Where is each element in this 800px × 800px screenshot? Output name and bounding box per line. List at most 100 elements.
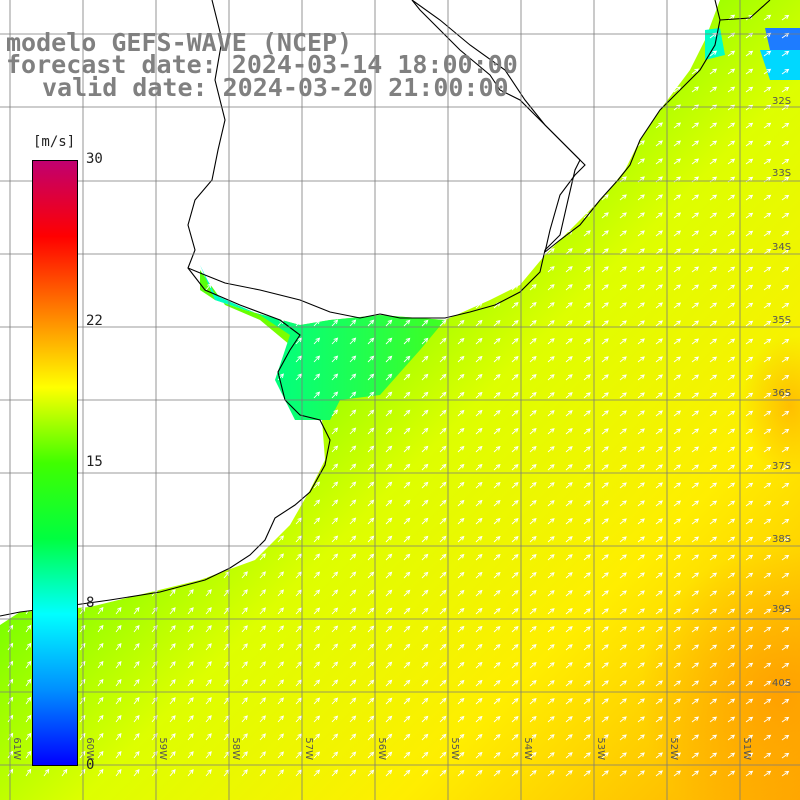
wind-arrow [187,751,194,759]
wind-arrow [367,661,375,669]
wind-arrow [475,445,483,453]
wind-arrow [475,535,483,543]
wind-arrow [493,643,501,651]
wind-arrow [727,248,736,255]
wind-arrow [727,590,736,597]
wind-arrow [367,517,375,525]
wind-arrow [511,733,519,741]
wind-arrow [547,266,555,273]
wind-arrow [331,697,339,705]
wind-arrow [781,572,790,579]
wind-arrow [277,373,284,381]
wind-arrow [601,500,609,507]
wind-arrow [781,122,790,129]
latitude-label: 39S [772,604,791,615]
wind-arrow [655,572,663,579]
wind-arrow [205,697,212,705]
wind-arrow [727,662,736,669]
wind-arrow [385,391,393,399]
wind-arrow [763,338,772,345]
wind-arrow [637,770,645,777]
wind-arrow [511,625,519,633]
wind-arrow [781,446,790,453]
wind-arrow [115,714,122,723]
wind-arrow [511,355,519,363]
wind-arrow [313,679,321,687]
wind-arrow [763,374,772,381]
wind-arrow [367,535,375,543]
wind-arrow [745,374,754,381]
wind-arrow [709,320,718,327]
wind-arrow [709,194,718,201]
wind-arrow [781,374,790,381]
wind-arrow [673,482,682,489]
wind-arrow [673,410,682,417]
wind-arrow [25,660,32,669]
wind-arrow [745,716,754,723]
wind-arrow [259,625,266,633]
wind-arrow [385,319,393,327]
wind-arrow [781,356,790,363]
wind-arrow [457,535,465,543]
wind-arrow [475,733,483,741]
wind-arrow [403,535,411,543]
wind-arrow [385,445,393,453]
wind-arrow [601,662,609,669]
wind-arrow [385,607,393,615]
wind-arrow [637,140,645,147]
wind-arrow [601,482,609,489]
wind-arrow [583,500,591,507]
wind-arrow [169,607,176,615]
wind-arrow [763,716,772,723]
wind-arrow [475,697,483,705]
wind-arrow [403,517,411,525]
wind-arrow [601,716,609,723]
wind-arrow [763,518,772,525]
wind-arrow [313,733,321,741]
wind-arrow [763,320,772,327]
wind-arrow [349,553,357,561]
wind-arrow [439,733,447,741]
wind-arrow [205,571,212,579]
wind-arrow [475,301,483,309]
wind-arrow [583,554,591,561]
wind-arrow [727,392,736,399]
colorbar-tick-label: 0 [86,757,95,773]
wind-arrow [709,284,718,291]
wind-arrow [727,356,736,363]
wind-arrow [745,518,754,525]
wind-arrow [457,319,465,327]
wind-arrow [385,571,393,579]
wind-arrow [601,446,609,453]
wind-arrow [529,392,537,399]
wind-arrow [655,248,663,255]
wind-arrow [709,86,718,93]
wind-arrow [763,464,772,471]
wind-arrow [709,644,718,651]
wind-arrow [709,662,718,669]
wind-arrow [331,643,339,651]
wind-arrow [691,734,700,741]
wind-arrow [691,536,700,543]
wind-arrow [583,446,591,453]
wind-arrow [619,608,627,615]
wind-arrow [313,391,321,399]
wind-arrow [295,769,303,777]
wind-arrow [565,590,573,597]
wind-arrow [331,373,339,381]
wind-arrow [331,499,339,507]
wind-arrow [637,464,645,471]
wind-arrow [745,608,754,615]
wind-arrow [439,589,447,597]
colorbar-tick-label: 15 [86,454,103,470]
wind-arrow [619,662,627,669]
wind-arrow [637,230,645,237]
wind-arrow [259,553,266,561]
wind-arrow [277,769,284,777]
wind-arrow [295,589,303,597]
wind-arrow [547,500,555,507]
wind-arrow [493,553,501,561]
wind-arrow [529,320,537,327]
wind-arrow [205,283,212,291]
wind-arrow [619,428,627,435]
